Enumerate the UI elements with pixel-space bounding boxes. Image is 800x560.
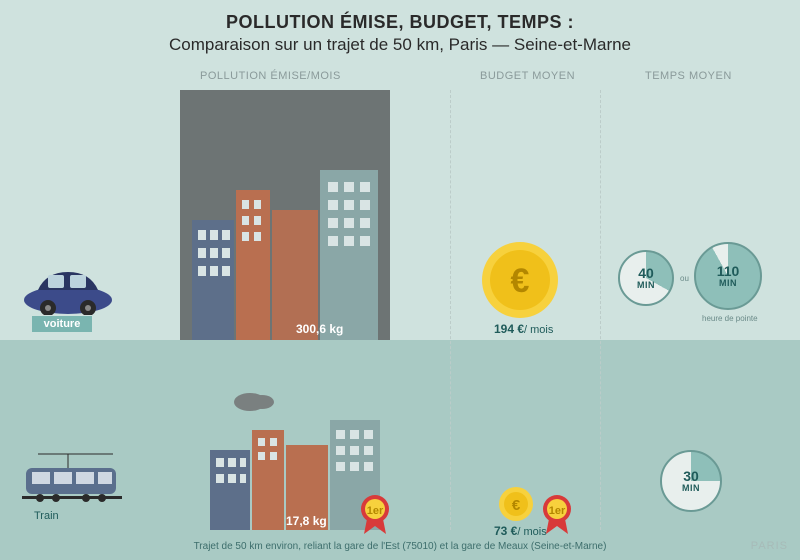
column-divider	[450, 90, 451, 530]
column-divider	[600, 90, 601, 530]
title-line2: Comparaison sur un trajet de 50 km, Pari…	[0, 35, 800, 55]
winner-badge-icon: 1er	[540, 494, 574, 536]
vehicle-label-train: Train	[34, 510, 59, 522]
car-icon	[18, 260, 118, 315]
col-label-time: TEMPS MOYEN	[645, 70, 732, 82]
paris-logo: PARIS	[751, 540, 788, 552]
time-circle-car-normal: 40 MIN	[618, 250, 674, 306]
coin-icon-train: €	[498, 486, 534, 522]
time-unit: MIN	[719, 278, 737, 288]
col-label-budget: BUDGET MOYEN	[480, 70, 575, 82]
title-line1: POLLUTION ÉMISE, BUDGET, TEMPS :	[0, 12, 800, 33]
svg-text:€: €	[511, 262, 530, 300]
coin-icon-car: €	[480, 240, 560, 320]
time-value: 40	[638, 266, 654, 280]
pollution-value-train: 17,8 kg	[286, 514, 327, 528]
pollution-value-car: 300,6 kg	[296, 322, 343, 336]
svg-text:€: €	[512, 497, 521, 514]
budget-amount: 194 €	[494, 322, 524, 336]
time-unit: MIN	[682, 483, 700, 493]
budget-value-car: 194 €/ mois	[494, 322, 553, 336]
winner-badge-icon: 1er	[358, 494, 392, 536]
header: POLLUTION ÉMISE, BUDGET, TEMPS : Compara…	[0, 12, 800, 55]
time-value: 110	[717, 264, 740, 278]
pollution-car-graphic	[180, 90, 390, 340]
budget-unit: / mois	[524, 324, 553, 336]
train-icon	[18, 448, 128, 508]
budget-value-train: 73 €/ mois	[494, 524, 547, 538]
time-circle-train: 30 MIN	[660, 450, 722, 512]
budget-amount: 73 €	[494, 524, 517, 538]
vehicle-label-car: voiture	[32, 316, 92, 332]
time-circle-car-peak: 110 MIN	[694, 242, 762, 310]
svg-text:1er: 1er	[367, 505, 384, 517]
time-between-note: ou	[680, 274, 689, 283]
svg-text:1er: 1er	[549, 505, 566, 517]
footnote: Trajet de 50 km environ, reliant la gare…	[0, 541, 800, 552]
time-unit: MIN	[637, 280, 655, 290]
time-peak-note: heure de pointe	[702, 314, 758, 323]
col-label-pollution: POLLUTION ÉMISE/MOIS	[200, 70, 341, 82]
time-value: 30	[683, 469, 699, 483]
